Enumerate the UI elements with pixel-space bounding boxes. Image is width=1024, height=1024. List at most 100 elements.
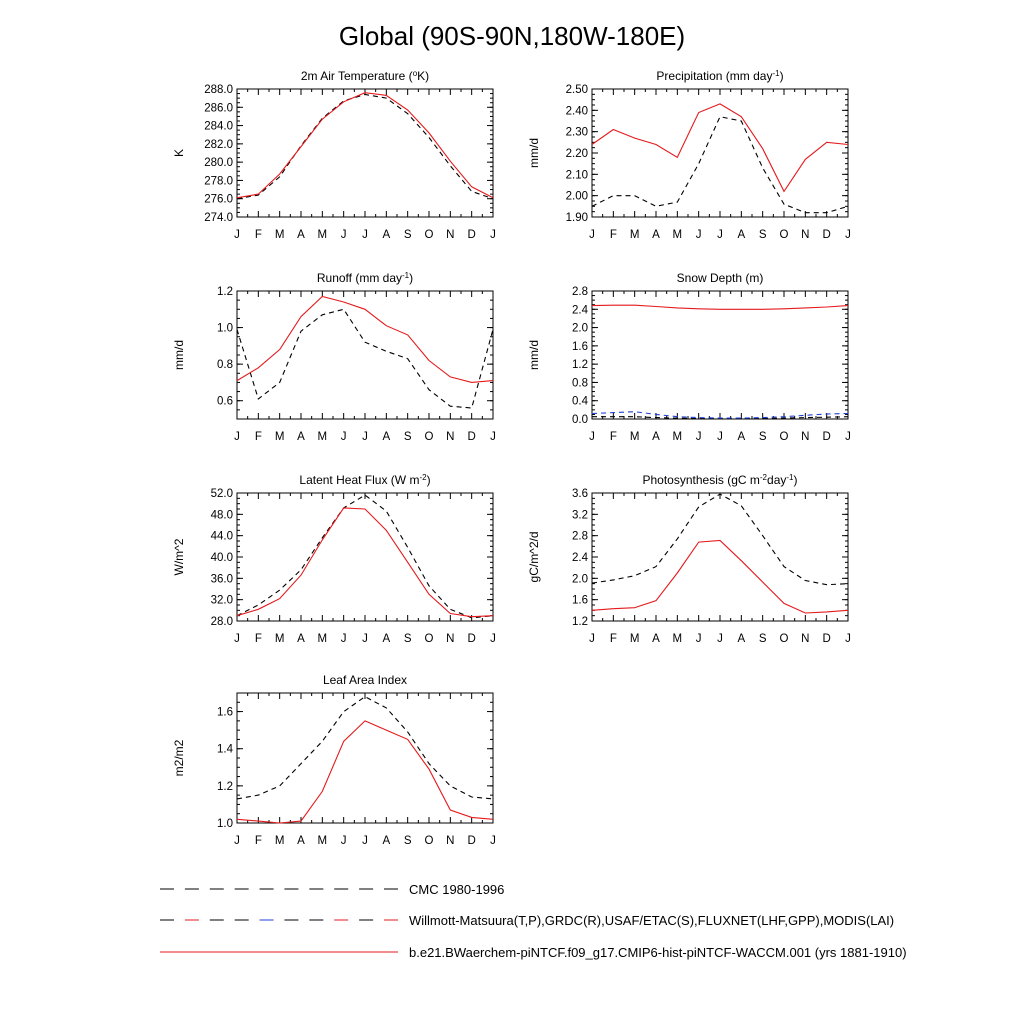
- x-tick-label: F: [255, 229, 262, 241]
- x-tick-label: J: [362, 835, 368, 847]
- x-tick-label: D: [823, 229, 831, 241]
- plot-frame: [591, 290, 849, 420]
- y-tick-label: 2.40: [566, 105, 588, 117]
- y-tick-label: 1.90: [566, 212, 588, 224]
- y-tick-label: 1.6: [572, 595, 588, 607]
- panel-title-text: ): [409, 271, 413, 285]
- panel-title: Runoff (mm day-1): [317, 271, 413, 285]
- y-tick-label: 274.0: [204, 212, 233, 224]
- x-tick-label: J: [234, 229, 240, 241]
- series-line-obs: [236, 93, 494, 200]
- y-tick-label: 2.4: [572, 552, 589, 564]
- panel-title: Latent Heat Flux (W m-2): [299, 473, 430, 487]
- x-tick-label: D: [468, 835, 476, 847]
- y-tick-label: 1.0: [217, 323, 233, 335]
- series-line-model: [591, 539, 849, 614]
- x-tick-label: J: [589, 633, 595, 645]
- x-tick-label: F: [610, 633, 617, 645]
- y-tick-label: 40.0: [211, 552, 233, 564]
- x-tick-label: N: [446, 633, 454, 645]
- x-tick-label: S: [404, 835, 412, 847]
- y-axis-label: K: [172, 149, 186, 157]
- x-tick-label: N: [446, 835, 454, 847]
- chart-panel-6: Photosynthesis (gC m-2day-1)J F M A M J J A S O N D…: [527, 473, 851, 645]
- panel-title-text: Runoff (mm day: [317, 271, 402, 285]
- x-tick-label: A: [652, 229, 660, 241]
- x-tick-label: A: [737, 633, 745, 645]
- y-tick-label: 1.2: [217, 286, 233, 298]
- y-tick-label: 278.0: [204, 175, 233, 187]
- x-tick-label: M: [630, 633, 640, 645]
- x-tick-label: J: [234, 431, 240, 443]
- legend-entry-2: Willmott-Matsuura(T,P),GRDC(R),USAF/ETAC…: [160, 913, 894, 928]
- y-tick-label: 52.0: [211, 488, 233, 500]
- x-tick-label: J: [490, 229, 496, 241]
- y-tick-label: 276.0: [204, 194, 233, 206]
- series-line-obs: [591, 493, 849, 586]
- panel-title-text: ): [794, 473, 798, 487]
- legend-label: Willmott-Matsuura(T,P),GRDC(R),USAF/ETAC…: [409, 913, 894, 928]
- x-tick-label: S: [404, 431, 412, 443]
- panel-title-text: K): [417, 69, 429, 83]
- y-tick-label: 36.0: [211, 573, 233, 585]
- y-axis-label: mm/d: [527, 340, 541, 370]
- legend: CMC 1980-1996 Willmott-Matsuura(T,P),GRDC…: [160, 882, 907, 960]
- chart-panel-3: Runoff (mm day-1)J F M A M J J A S O N D J0.60.81.01…: [172, 271, 496, 443]
- panel-title-superscript: -1: [772, 69, 780, 78]
- x-tick-label: O: [425, 431, 434, 443]
- plot-frame: [236, 692, 494, 824]
- x-tick-label: J: [362, 229, 368, 241]
- plot-frame: [236, 290, 494, 420]
- x-tick-label: M: [673, 431, 683, 443]
- x-tick-label: J: [717, 633, 723, 645]
- x-tick-label: M: [318, 229, 328, 241]
- x-tick-label: F: [255, 633, 262, 645]
- x-tick-label: S: [759, 633, 767, 645]
- y-tick-label: 3.2: [572, 509, 588, 521]
- y-tick-label: 280.0: [204, 157, 233, 169]
- x-tick-label: A: [382, 835, 390, 847]
- plot-frame: [591, 88, 849, 218]
- x-tick-label: N: [801, 229, 809, 241]
- legend-label: CMC 1980-1996: [409, 882, 504, 897]
- y-axis-label: mm/d: [527, 138, 541, 168]
- series-line-model: [236, 507, 494, 618]
- y-tick-label: 2.20: [566, 148, 588, 160]
- panel-title-superscript: -1: [402, 271, 410, 280]
- x-tick-label: J: [717, 229, 723, 241]
- x-tick-label: O: [425, 229, 434, 241]
- panel-title-superscript: o: [413, 69, 418, 78]
- y-tick-label: 2.50: [566, 84, 588, 96]
- x-tick-label: D: [823, 633, 831, 645]
- x-tick-label: J: [589, 431, 595, 443]
- x-tick-label: A: [652, 431, 660, 443]
- x-tick-label: M: [275, 835, 285, 847]
- panel-title-text: Photosynthesis (gC m: [643, 473, 760, 487]
- y-tick-label: 1.4: [217, 744, 234, 756]
- y-tick-label: 284.0: [204, 121, 233, 133]
- y-tick-label: 28.0: [211, 616, 233, 628]
- y-tick-label: 2.30: [566, 127, 588, 139]
- panel-title-text: Leaf Area Index: [323, 673, 407, 687]
- y-tick-label: 1.2: [217, 781, 233, 793]
- x-tick-label: J: [234, 835, 240, 847]
- plot-frame: [236, 492, 494, 622]
- x-tick-label: M: [275, 633, 285, 645]
- series-line-model: [236, 92, 494, 199]
- x-tick-label: A: [737, 431, 745, 443]
- plot-frame: [591, 492, 849, 622]
- x-tick-label: S: [759, 431, 767, 443]
- y-tick-label: 3.6: [572, 488, 588, 500]
- chart-panel-4: Snow Depth (m)J F M A M J J A S O N D J0.00.40.81.21…: [527, 271, 851, 443]
- x-tick-label: A: [297, 633, 305, 645]
- x-tick-label: O: [780, 431, 789, 443]
- x-tick-label: D: [468, 229, 476, 241]
- y-tick-label: 2.0: [572, 323, 588, 335]
- x-tick-label: O: [780, 633, 789, 645]
- x-tick-label: J: [696, 431, 702, 443]
- x-tick-label: F: [610, 431, 617, 443]
- x-tick-label: M: [275, 431, 285, 443]
- series-line-obs: [236, 308, 494, 409]
- x-tick-label: M: [275, 229, 285, 241]
